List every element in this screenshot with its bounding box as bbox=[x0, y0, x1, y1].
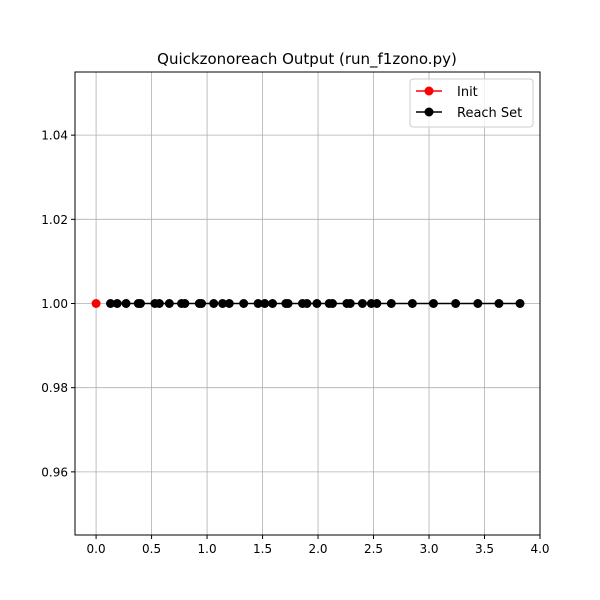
data-point-reach-set bbox=[154, 299, 164, 308]
data-point-reach-set bbox=[302, 299, 312, 308]
data-point-reach-set bbox=[180, 299, 190, 308]
data-point-reach-set bbox=[345, 299, 355, 308]
data-point-reach-set bbox=[428, 299, 438, 308]
legend: Init Reach Set bbox=[409, 78, 534, 128]
data-point-reach-set bbox=[357, 299, 367, 308]
series-init bbox=[91, 299, 101, 308]
y-tick-label: 0.96 bbox=[41, 465, 68, 479]
x-tick-label: 1.0 bbox=[198, 542, 217, 556]
data-point-reach-set bbox=[112, 299, 122, 308]
data-point-reach-set bbox=[197, 299, 207, 308]
chart-title: Quickzonoreach Output (run_f1zono.py) bbox=[157, 50, 457, 69]
y-axis: 0.96 0.98 1.00 1.02 1.04 bbox=[41, 129, 75, 479]
y-tick-label: 1.00 bbox=[41, 297, 68, 311]
data-point-reach-set bbox=[407, 299, 417, 308]
x-tick-label: 0.0 bbox=[87, 542, 106, 556]
legend-marker-reach-set bbox=[424, 107, 434, 117]
data-point-reach-set bbox=[372, 299, 382, 308]
data-point-reach-set bbox=[209, 299, 219, 308]
data-point-reach-set bbox=[106, 299, 116, 308]
data-point-reach-set bbox=[224, 299, 234, 308]
legend-marker-init bbox=[424, 86, 434, 96]
data-point-reach-set bbox=[494, 299, 504, 308]
series-layer bbox=[91, 299, 525, 308]
y-tick-label: 0.98 bbox=[41, 381, 68, 395]
series-reach-set bbox=[106, 299, 525, 308]
x-tick-label: 2.5 bbox=[364, 542, 383, 556]
data-point-reach-set bbox=[253, 299, 263, 308]
y-tick-label: 1.02 bbox=[41, 213, 68, 227]
legend-label-reach-set: Reach Set bbox=[457, 106, 522, 121]
legend-label-init: Init bbox=[457, 85, 478, 100]
data-point-reach-set bbox=[164, 299, 174, 308]
data-point-reach-set bbox=[386, 299, 396, 308]
data-point-reach-set bbox=[218, 299, 228, 308]
data-point-reach-set bbox=[451, 299, 461, 308]
y-tick-label: 1.04 bbox=[41, 129, 68, 143]
x-tick-label: 4.0 bbox=[530, 542, 549, 556]
x-tick-label: 3.5 bbox=[475, 542, 494, 556]
data-point-reach-set bbox=[239, 299, 249, 308]
x-tick-label: 2.0 bbox=[308, 542, 327, 556]
data-point-reach-set bbox=[327, 299, 337, 308]
data-point-init bbox=[91, 299, 101, 308]
data-point-reach-set bbox=[268, 299, 278, 308]
data-point-reach-set bbox=[121, 299, 131, 308]
data-point-reach-set bbox=[515, 299, 525, 308]
data-point-reach-set bbox=[260, 299, 270, 308]
x-tick-label: 3.0 bbox=[419, 542, 438, 556]
x-tick-label: 0.5 bbox=[142, 542, 161, 556]
data-point-reach-set bbox=[283, 299, 293, 308]
x-axis: 0.0 0.5 1.0 1.5 2.0 2.5 3.0 3.5 4.0 bbox=[87, 535, 550, 556]
data-point-reach-set bbox=[135, 299, 145, 308]
data-point-reach-set bbox=[312, 299, 322, 308]
x-tick-label: 1.5 bbox=[253, 542, 272, 556]
data-point-reach-set bbox=[473, 299, 483, 308]
